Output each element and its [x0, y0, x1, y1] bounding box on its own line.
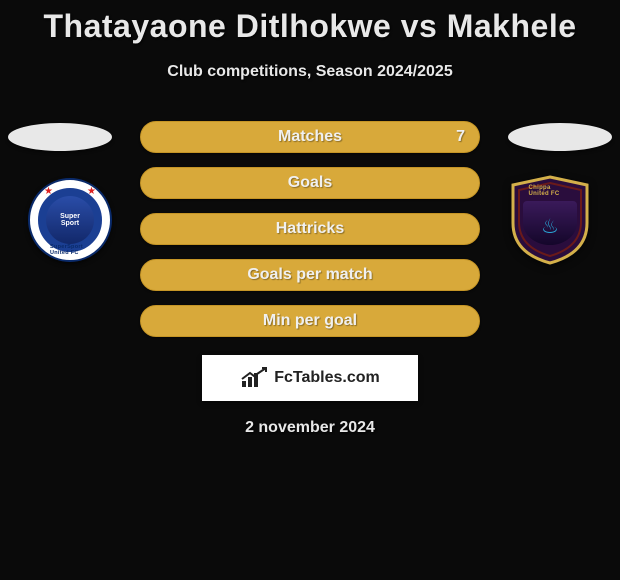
club-logo-right-caption: Chippa United FC	[529, 185, 572, 197]
comparison-area: ★ ★ SuperSport SuperSport United FC Chip…	[0, 121, 620, 437]
player-photo-placeholder-left	[8, 123, 112, 151]
chart-growth-icon	[240, 367, 268, 389]
date-line: 2 november 2024	[0, 419, 620, 437]
club-logo-left-text: SuperSport	[60, 213, 80, 227]
flame-icon: ♨	[541, 214, 559, 239]
page-title: Thatayaone Ditlhokwe vs Makhele	[0, 0, 620, 45]
stat-label: Min per goal	[263, 312, 357, 330]
stat-value-right: 7	[456, 128, 465, 146]
stat-row-mpg: Min per goal	[140, 305, 480, 337]
stat-label: Hattricks	[276, 220, 344, 238]
stat-row-goals: Goals	[140, 167, 480, 199]
attribution-text: FcTables.com	[274, 369, 380, 387]
stat-row-gpm: Goals per match	[140, 259, 480, 291]
club-logo-right: Chippa United FC ♨	[500, 177, 600, 262]
player-photo-placeholder-right	[508, 123, 612, 151]
club-logo-left-caption: SuperSport United FC	[50, 244, 90, 256]
stat-label: Goals per match	[247, 266, 372, 284]
attribution-badge: FcTables.com	[202, 355, 418, 401]
subtitle: Club competitions, Season 2024/2025	[0, 63, 620, 81]
stat-row-matches: Matches 7	[140, 121, 480, 153]
stat-rows: Matches 7 Goals Hattricks Goals per matc…	[140, 121, 480, 337]
club-logo-left: ★ ★ SuperSport SuperSport United FC	[20, 177, 120, 262]
stat-label: Matches	[278, 128, 342, 146]
stat-row-hattricks: Hattricks	[140, 213, 480, 245]
stat-label: Goals	[288, 174, 332, 192]
